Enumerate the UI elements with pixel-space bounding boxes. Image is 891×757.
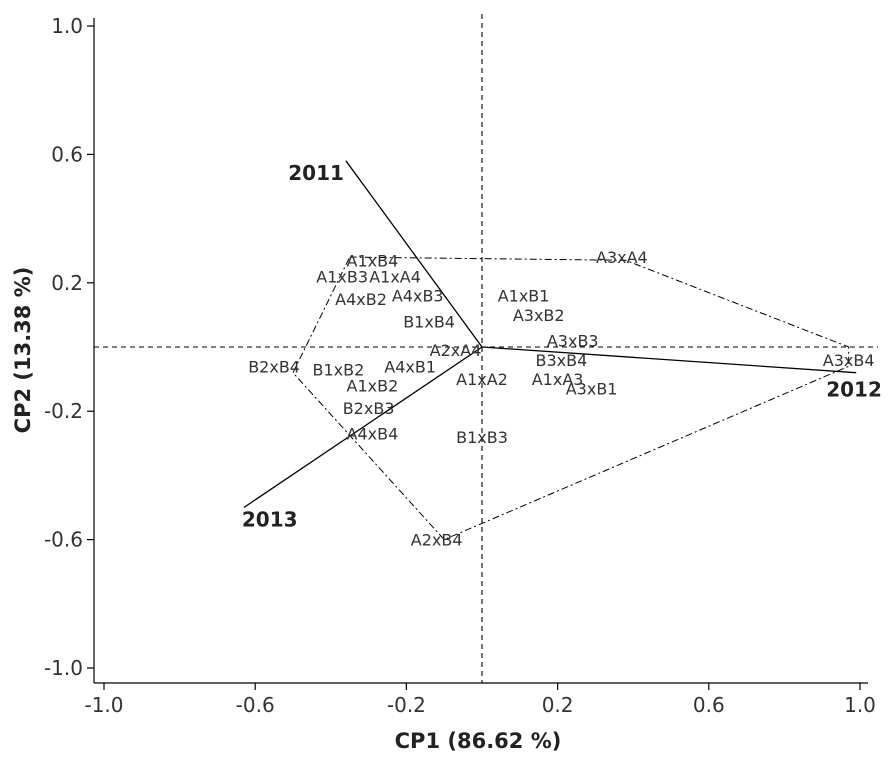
genotype-point-label: A3xB2 xyxy=(513,306,565,325)
x-axis-title: CP1 (86.62 %) xyxy=(395,729,562,753)
y-tick-label: -0.6 xyxy=(44,528,83,552)
y-axis-ticks: 1.0 0.6 0.2 -0.2 -0.6 -1.0 xyxy=(44,14,94,680)
environment-vectors xyxy=(243,160,857,509)
x-tick-label: -1.0 xyxy=(84,693,123,717)
polygon-outline xyxy=(292,256,850,541)
genotype-point-label: A2xA4 xyxy=(430,341,482,360)
y-tick-label: -1.0 xyxy=(44,656,83,680)
x-tick-label: -0.2 xyxy=(387,693,426,717)
genotype-point-label: B1xB3 xyxy=(456,428,508,447)
genotype-point-label: A4xB3 xyxy=(392,287,444,306)
axes xyxy=(93,18,868,684)
genotype-point-label: A4xB1 xyxy=(384,357,436,376)
genotype-point-label: A3xB4 xyxy=(823,351,875,370)
genotype-point-label: B3xB4 xyxy=(535,351,587,370)
genotype-point-label: A1xB3 xyxy=(316,267,368,286)
genotype-point-label: A3xB1 xyxy=(566,380,618,399)
environment-labels: 2011 2012 2013 xyxy=(242,161,882,532)
x-tick-label: -0.6 xyxy=(236,693,275,717)
y-tick-label: 0.6 xyxy=(51,142,83,166)
environment-vector-2012 xyxy=(481,346,857,374)
genotype-point-label: A1xB1 xyxy=(498,287,550,306)
genotype-point-label: B1xB2 xyxy=(312,360,364,379)
genotype-point-label: A2xB4 xyxy=(411,531,463,550)
genotype-point-label: B1xB4 xyxy=(403,312,455,331)
y-tick-label: 0.2 xyxy=(51,271,83,295)
y-axis-title: CP2 (13.38 %) xyxy=(11,267,35,434)
x-axis-ticks: -1.0 -0.6 -0.2 0.2 0.6 1.0 xyxy=(84,683,876,717)
y-tick-label: 1.0 xyxy=(51,14,83,38)
genotype-point-label: B2xB3 xyxy=(343,399,395,418)
genotype-point-label: A1xA3 xyxy=(532,370,584,389)
x-tick-label: 1.0 xyxy=(844,693,876,717)
environment-label-2012: 2012 xyxy=(826,378,882,402)
genotype-point-label: A1xA2 xyxy=(456,370,508,389)
genotype-point-label: B2xB4 xyxy=(248,357,300,376)
origin-reference-lines xyxy=(94,14,878,683)
environment-label-2011: 2011 xyxy=(288,161,344,185)
environment-vector-2013 xyxy=(243,346,483,509)
genotype-point-label: A1xA4 xyxy=(369,267,421,286)
genotype-point-label: A3xB3 xyxy=(547,332,599,351)
environment-vector-2011 xyxy=(345,160,483,348)
genotype-point-label: A1xB4 xyxy=(347,251,399,270)
genotype-point-label: A4xB2 xyxy=(335,290,387,309)
environment-label-2013: 2013 xyxy=(242,508,298,532)
genotype-point-label: A1xB2 xyxy=(347,377,399,396)
y-tick-label: -0.2 xyxy=(44,399,83,423)
x-tick-label: 0.2 xyxy=(542,693,574,717)
polygon-hull xyxy=(292,256,850,541)
x-tick-label: 0.6 xyxy=(693,693,725,717)
genotype-point-label: A3xA4 xyxy=(596,248,648,267)
genotype-point-label: A4xB4 xyxy=(347,425,399,444)
